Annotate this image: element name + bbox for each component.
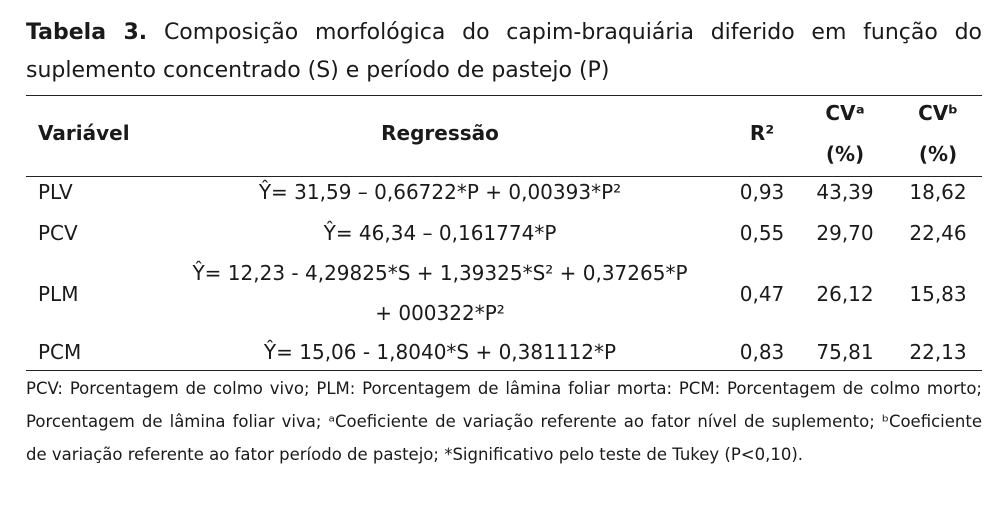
table-cell: 0,83 bbox=[739, 340, 785, 364]
table-cell: 75,81 bbox=[816, 340, 874, 364]
table-cell: 0,55 bbox=[739, 221, 785, 245]
title-text: Composição morfológica do capim-braquiár… bbox=[26, 20, 982, 83]
table-cell: 0,47 bbox=[739, 282, 785, 306]
table-cell: PCV bbox=[38, 221, 78, 245]
table-cell: PLV bbox=[38, 180, 73, 204]
table-cell: Ŷ= 46,34 – 0,161774*P bbox=[323, 221, 557, 245]
table-cell: PLM bbox=[38, 282, 79, 306]
header-cell: CVᵃ bbox=[825, 101, 865, 125]
footnote: PCV: Porcentagem de colmo vivo; PLM: Por… bbox=[26, 379, 982, 464]
table-cell: 18,62 bbox=[909, 180, 967, 204]
header-cell: CVᵇ bbox=[918, 101, 958, 125]
table-cell: Ŷ= 15,06 - 1,8040*S + 0,381112*P bbox=[263, 340, 617, 364]
table-cell: Ŷ= 12,23 - 4,29825*S + 1,39325*S² + 0,37… bbox=[192, 261, 688, 285]
header-rule bbox=[26, 176, 982, 177]
table-cell: 22,46 bbox=[909, 221, 967, 245]
table-cell: Ŷ= 31,59 – 0,66722*P + 0,00393*P² bbox=[258, 180, 622, 204]
table-cell: PCM bbox=[38, 340, 82, 364]
table-title: Tabela 3. Composição morfológica do capi… bbox=[26, 14, 982, 90]
header-cell: R² bbox=[749, 121, 775, 145]
top-rule bbox=[26, 95, 982, 96]
bottom-rule bbox=[26, 370, 982, 371]
table-cell: 22,13 bbox=[909, 340, 967, 364]
header-cell: (%) bbox=[825, 142, 865, 166]
table-cell: 26,12 bbox=[816, 282, 874, 306]
table-cell: + 000322*P² bbox=[375, 301, 505, 325]
table-cell: 15,83 bbox=[909, 282, 967, 306]
table-cell: 0,93 bbox=[739, 180, 785, 204]
header-cell: Variável bbox=[38, 121, 130, 145]
title-label: Tabela 3. bbox=[26, 20, 148, 45]
header-cell: (%) bbox=[918, 142, 958, 166]
table-cell: 29,70 bbox=[816, 221, 874, 245]
table-cell: 43,39 bbox=[816, 180, 874, 204]
header-cell: Regressão bbox=[381, 121, 499, 145]
